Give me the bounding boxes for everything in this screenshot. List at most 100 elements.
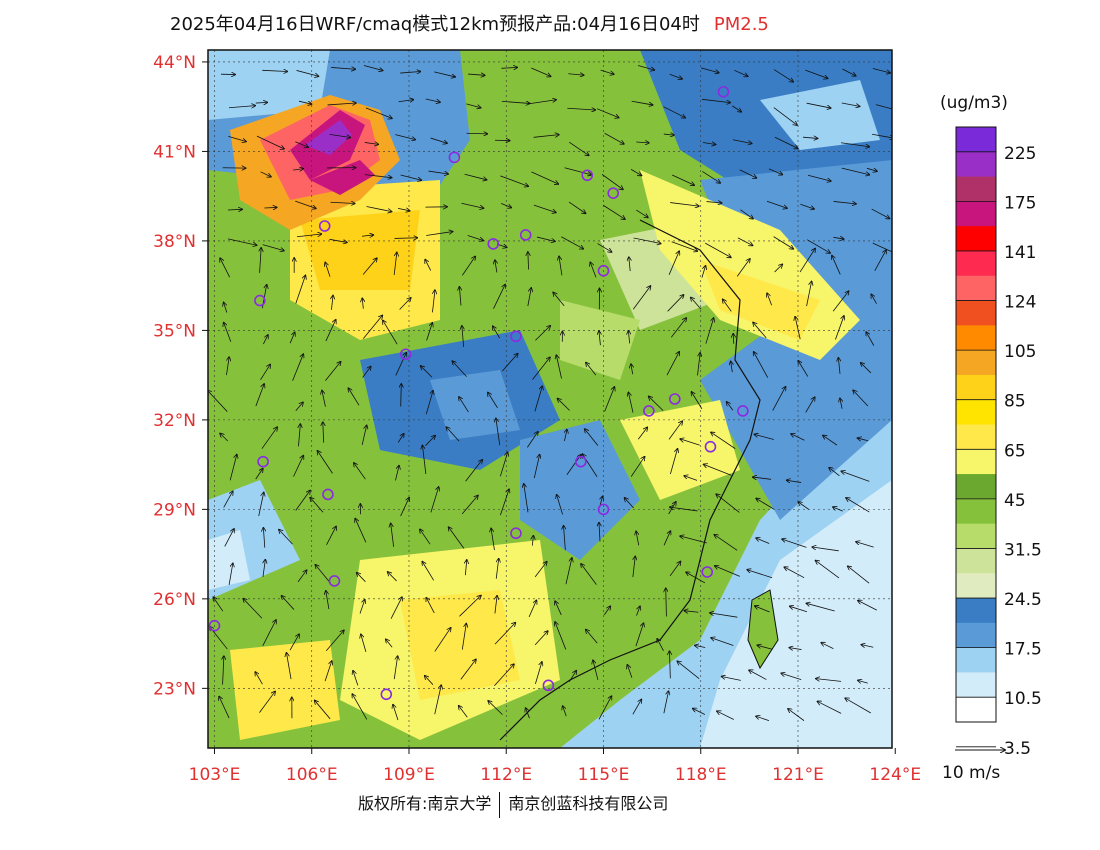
- wind-arrow: [633, 237, 661, 244]
- wind-arrow: [501, 67, 517, 68]
- wind-arrow: [663, 691, 669, 714]
- wind-arrow: [561, 236, 583, 249]
- city-marker: [510, 330, 522, 343]
- colorbar-swatch: [956, 449, 996, 475]
- wind-arrow: [701, 98, 730, 102]
- wind-arrow: [500, 203, 511, 207]
- wind-arrow: [325, 320, 336, 342]
- wind-arrow: [701, 266, 706, 278]
- wind-arrow: [663, 134, 674, 135]
- wind-arrow: [361, 425, 367, 446]
- wind-arrow: [260, 364, 271, 381]
- colorbar-swatch: [956, 325, 996, 351]
- y-tick-label: 35°N: [153, 321, 196, 341]
- wind-arrow: [363, 65, 383, 71]
- wind-arrow: [841, 471, 870, 482]
- wind-arrow: [603, 204, 625, 219]
- wind-arrow: [598, 696, 611, 720]
- wind-arrow: [327, 103, 356, 105]
- colorbar-label: 3.5: [1004, 739, 1031, 759]
- wind-arrow: [390, 597, 402, 619]
- wind-arrow: [737, 237, 753, 246]
- wind-arrow: [593, 660, 599, 681]
- wind-arrow: [325, 630, 344, 651]
- wind-arrow: [788, 709, 805, 721]
- wind-arrow: [747, 570, 773, 579]
- wind-arrow: [494, 664, 514, 687]
- wind-arrow: [459, 287, 461, 306]
- colorbar-swatch: [956, 622, 996, 649]
- wind-arrow: [807, 174, 831, 181]
- wind-arrow: [289, 634, 299, 651]
- wind-arrow: [400, 174, 422, 180]
- wind-arrow: [446, 427, 460, 442]
- city-marker: [737, 405, 749, 417]
- wind-arrow: [599, 523, 600, 542]
- y-tick-label: 44°N: [153, 53, 196, 73]
- wind-arrow: [846, 498, 870, 513]
- wind-arrow: [462, 256, 475, 276]
- wind-arrow: [325, 262, 331, 277]
- wind-arrow: [806, 239, 830, 253]
- wind-arrow: [260, 248, 262, 273]
- wind-arrow: [493, 285, 505, 309]
- wind-arrow: [501, 354, 517, 372]
- wind-arrow: [326, 526, 337, 546]
- wind-arrow: [557, 495, 563, 515]
- wind-arrow: [670, 202, 699, 207]
- wind-arrow: [501, 101, 530, 103]
- wind-arrow: [220, 433, 229, 442]
- wind-arrow: [219, 696, 230, 719]
- wind-arrow: [740, 209, 753, 219]
- wind-arrow: [391, 523, 395, 547]
- wind-arrow: [782, 539, 807, 548]
- wind-arrow: [495, 260, 497, 273]
- wind-arrow: [833, 237, 843, 239]
- y-tick-label: 38°N: [153, 232, 196, 252]
- wind-arrow: [657, 639, 664, 652]
- x-tick-label: 106°E: [286, 765, 338, 785]
- wind-arrow: [223, 656, 224, 685]
- wind-arrow: [495, 559, 498, 579]
- wind-arrow: [805, 69, 827, 78]
- wind-arrow: [383, 320, 398, 345]
- wind-arrow: [597, 243, 611, 252]
- wind-arrow: [362, 258, 377, 275]
- wind-arrow: [426, 232, 452, 236]
- wind-arrow: [259, 691, 275, 713]
- wind-arrow: [702, 142, 716, 144]
- wind-arrow: [264, 207, 276, 208]
- wind-arrow: [866, 168, 877, 171]
- wind-arrow: [295, 141, 308, 147]
- y-tick-label: 41°N: [153, 142, 196, 162]
- city-marker: [487, 238, 500, 250]
- wind-arrow: [224, 323, 232, 342]
- title-pollutant: PM2.5: [713, 14, 769, 35]
- x-tick-label: 112°E: [480, 765, 532, 785]
- wind-arrow: [734, 69, 747, 76]
- colorbar-swatch: [956, 127, 996, 153]
- wind-arrow: [255, 384, 264, 407]
- wind-arrow: [716, 494, 740, 513]
- wind-arrow: [749, 670, 767, 680]
- wind-arrow: [710, 613, 738, 618]
- wind-arrow: [461, 202, 484, 208]
- wind-arrow: [401, 384, 402, 407]
- colorbar-label: 225: [1004, 144, 1036, 164]
- wind-arrow: [354, 463, 366, 480]
- wind-arrow: [773, 69, 793, 82]
- city-marker: [607, 187, 620, 199]
- wind-arrow: [700, 67, 719, 73]
- wind-arrow: [295, 275, 306, 304]
- wind-arrow: [754, 434, 774, 440]
- wind-arrow: [821, 643, 834, 650]
- wind-arrow: [841, 102, 860, 106]
- wind-arrow: [754, 352, 769, 378]
- copyright-footer: 版权所有:南京大学 南京创蓝科技有限公司: [358, 790, 668, 818]
- wind-arrow: [669, 562, 680, 577]
- wind-arrow: [874, 250, 886, 272]
- wind-arrow: [262, 335, 268, 345]
- wind-arrow: [434, 71, 455, 77]
- wind-arrow: [393, 656, 397, 680]
- city-marker: [257, 455, 269, 468]
